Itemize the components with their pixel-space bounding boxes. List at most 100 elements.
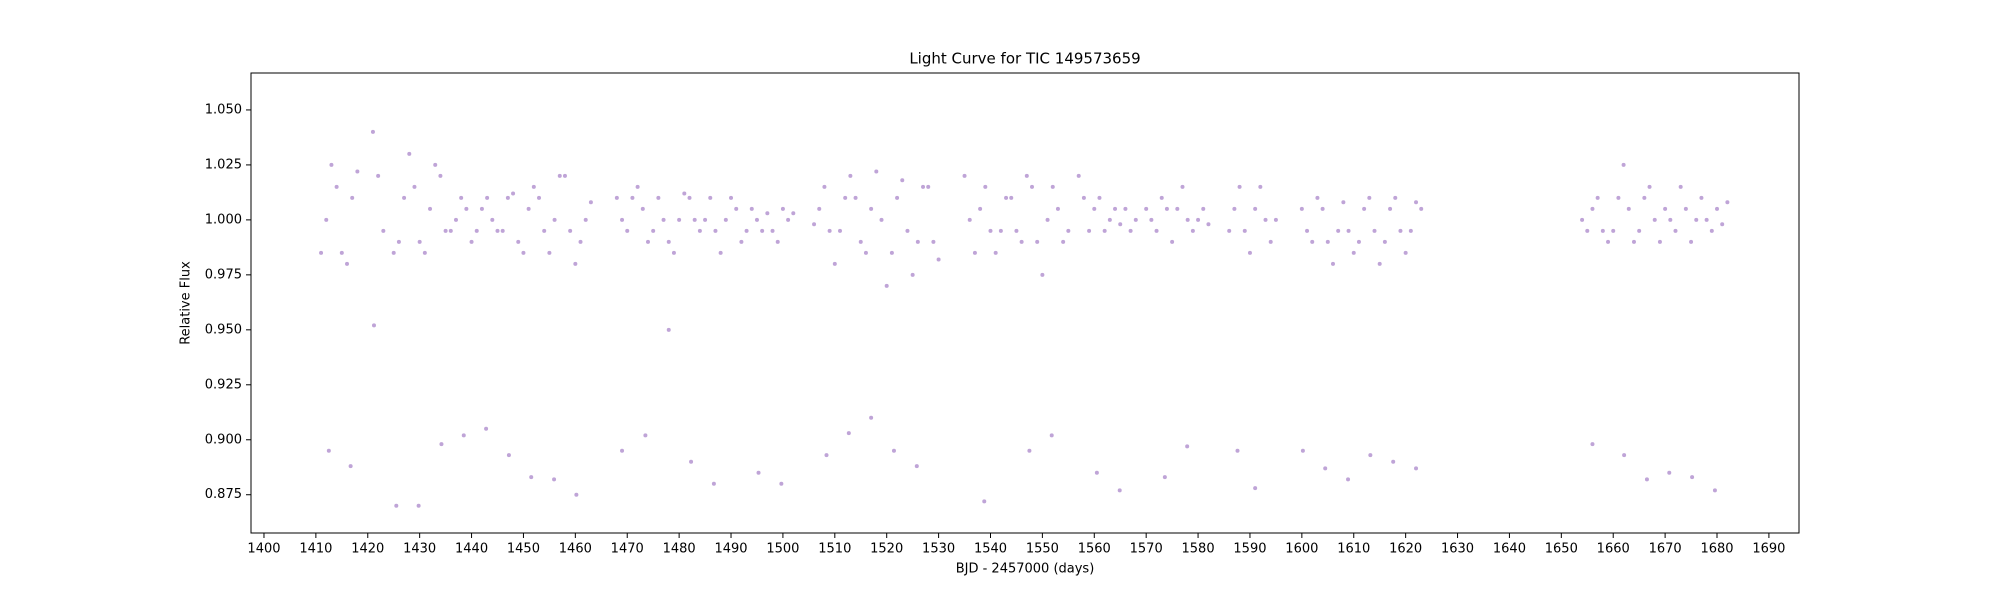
data-point xyxy=(891,448,896,453)
data-point xyxy=(469,239,474,244)
data-point xyxy=(697,228,702,233)
data-point xyxy=(770,228,775,233)
data-point xyxy=(1055,206,1060,211)
data-point xyxy=(744,228,749,233)
data-point xyxy=(1663,206,1668,211)
data-point xyxy=(914,464,919,469)
x-tick-label: 1480 xyxy=(663,542,696,557)
data-point xyxy=(1253,206,1258,211)
data-point xyxy=(1368,453,1373,458)
data-point xyxy=(1419,206,1424,211)
data-point xyxy=(651,228,656,233)
data-point xyxy=(552,477,557,482)
data-point xyxy=(1102,228,1107,233)
data-point xyxy=(1113,206,1118,211)
data-point xyxy=(1235,448,1240,453)
data-point xyxy=(1398,228,1403,233)
data-point xyxy=(1652,217,1657,222)
x-tick-label: 1470 xyxy=(611,542,644,557)
data-point xyxy=(588,200,593,205)
data-point xyxy=(1637,228,1642,233)
data-point xyxy=(1330,261,1335,266)
data-point xyxy=(910,272,915,277)
data-point xyxy=(1323,466,1328,471)
data-point xyxy=(495,228,500,233)
data-point xyxy=(756,470,761,475)
x-tick-label: 1660 xyxy=(1597,542,1630,557)
data-point xyxy=(391,250,396,255)
data-point xyxy=(1590,206,1595,211)
data-point xyxy=(1377,261,1382,266)
data-point xyxy=(416,503,421,508)
data-point xyxy=(765,211,770,216)
points xyxy=(319,129,1730,508)
data-point xyxy=(900,178,905,183)
data-point xyxy=(915,239,920,244)
data-point xyxy=(422,250,427,255)
y-tick-label: 1.050 xyxy=(205,102,242,117)
data-point xyxy=(417,239,422,244)
x-tick-label: 1560 xyxy=(1078,542,1111,557)
data-point xyxy=(1190,228,1195,233)
data-point xyxy=(433,162,438,167)
data-point xyxy=(1253,486,1258,491)
data-point xyxy=(1175,206,1180,211)
data-point xyxy=(490,217,495,222)
data-point xyxy=(1030,184,1035,189)
data-point xyxy=(1673,228,1678,233)
x-tick-label: 1420 xyxy=(351,542,384,557)
data-point xyxy=(1237,184,1242,189)
data-point xyxy=(1709,228,1714,233)
data-point xyxy=(459,195,464,200)
data-point xyxy=(1247,250,1252,255)
data-point xyxy=(1336,228,1341,233)
data-point xyxy=(1180,184,1185,189)
x-tick-label: 1530 xyxy=(922,542,955,557)
data-point xyxy=(547,250,552,255)
data-point xyxy=(846,431,851,436)
data-point xyxy=(1585,228,1590,233)
data-point xyxy=(718,250,723,255)
data-point xyxy=(531,184,536,189)
data-point xyxy=(754,217,759,222)
data-point xyxy=(453,217,458,222)
data-point xyxy=(723,217,728,222)
data-point xyxy=(1580,217,1585,222)
data-point xyxy=(412,184,417,189)
data-point xyxy=(537,195,542,200)
data-point xyxy=(1720,222,1725,227)
data-point xyxy=(1232,206,1237,211)
data-point xyxy=(1657,239,1662,244)
data-point xyxy=(334,184,339,189)
data-point xyxy=(1107,217,1112,222)
data-point xyxy=(1066,228,1071,233)
data-point xyxy=(407,151,412,156)
data-point xyxy=(1268,239,1273,244)
y-tick-label: 1.000 xyxy=(205,212,242,227)
data-point xyxy=(978,206,983,211)
x-tick-label: 1500 xyxy=(766,542,799,557)
data-point xyxy=(1019,239,1024,244)
data-point xyxy=(484,426,489,431)
data-point xyxy=(542,228,547,233)
data-point xyxy=(982,499,987,504)
data-point xyxy=(568,228,573,233)
x-tick-label: 1670 xyxy=(1649,542,1682,557)
data-point xyxy=(708,195,713,200)
data-point xyxy=(1590,442,1595,447)
x-tick-label: 1570 xyxy=(1130,542,1163,557)
data-point xyxy=(656,195,661,200)
data-point xyxy=(1185,444,1190,449)
data-point xyxy=(895,195,900,200)
data-point xyxy=(1372,228,1377,233)
data-point xyxy=(1414,466,1419,471)
data-point xyxy=(1049,433,1054,438)
data-point xyxy=(1027,448,1032,453)
data-point xyxy=(1388,206,1393,211)
x-tick-label: 1440 xyxy=(455,542,488,557)
data-point xyxy=(926,184,931,189)
y-tick-label: 0.900 xyxy=(205,432,242,447)
data-point xyxy=(326,448,331,453)
data-point xyxy=(1725,200,1730,205)
data-point xyxy=(1644,477,1649,482)
